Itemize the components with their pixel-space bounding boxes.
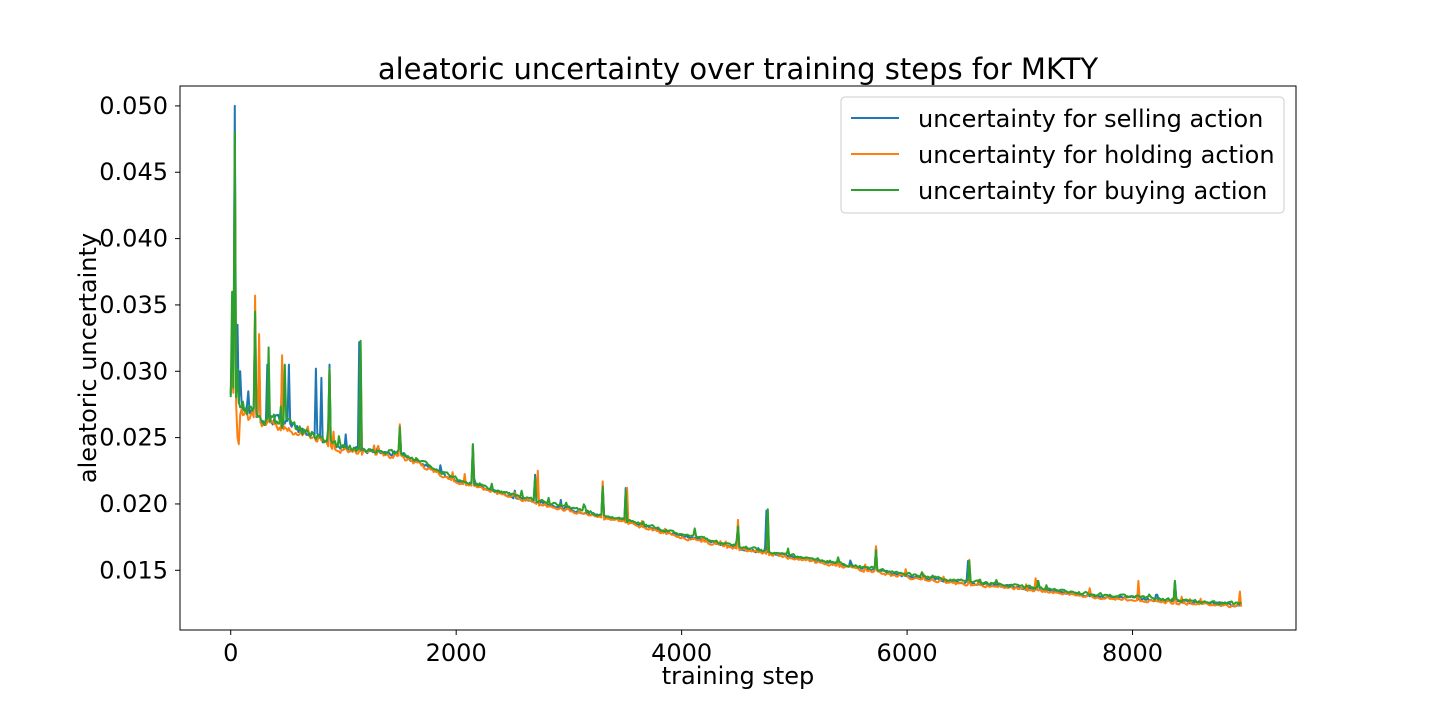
- plot-area: [179, 85, 1297, 631]
- y-axis: 0.015 0.020 0.025 0.030 0.035 0.040 0.045 0.050: [99, 92, 180, 584]
- y-tick-label: 0.050: [99, 92, 168, 120]
- x-axis: 0 2000 4000 6000 8000: [223, 630, 1163, 667]
- legend-box: [840, 96, 1285, 214]
- x-tick-label: 8000: [1102, 639, 1163, 667]
- legend-label-selling: uncertainty for selling action: [918, 105, 1263, 133]
- y-axis-label: aleatoric uncertainty: [74, 233, 102, 483]
- legend-label-holding: uncertainty for holding action: [918, 141, 1275, 169]
- chart-title: aleatoric uncertainty over training step…: [378, 52, 1099, 86]
- series-lines: [229, 104, 1243, 609]
- x-tick-label: 6000: [877, 639, 938, 667]
- x-axis-label: training step: [662, 662, 815, 690]
- series-line-buying: [229, 131, 1242, 606]
- legend-label-buying: uncertainty for buying action: [918, 177, 1267, 205]
- legend: uncertainty for selling action uncertain…: [840, 96, 1285, 214]
- y-tick-label: 0.045: [99, 158, 168, 186]
- y-tick-label: 0.040: [99, 225, 168, 253]
- y-tick-label: 0.015: [99, 556, 168, 584]
- x-tick-label: 0: [223, 639, 238, 667]
- y-tick-label: 0.030: [99, 357, 168, 385]
- y-tick-label: 0.035: [99, 291, 168, 319]
- plot-frame: [179, 85, 1297, 631]
- y-tick-label: 0.025: [99, 424, 168, 452]
- x-tick-label: 2000: [426, 639, 487, 667]
- x-tick-label: 4000: [651, 639, 712, 667]
- y-tick-label: 0.020: [99, 490, 168, 518]
